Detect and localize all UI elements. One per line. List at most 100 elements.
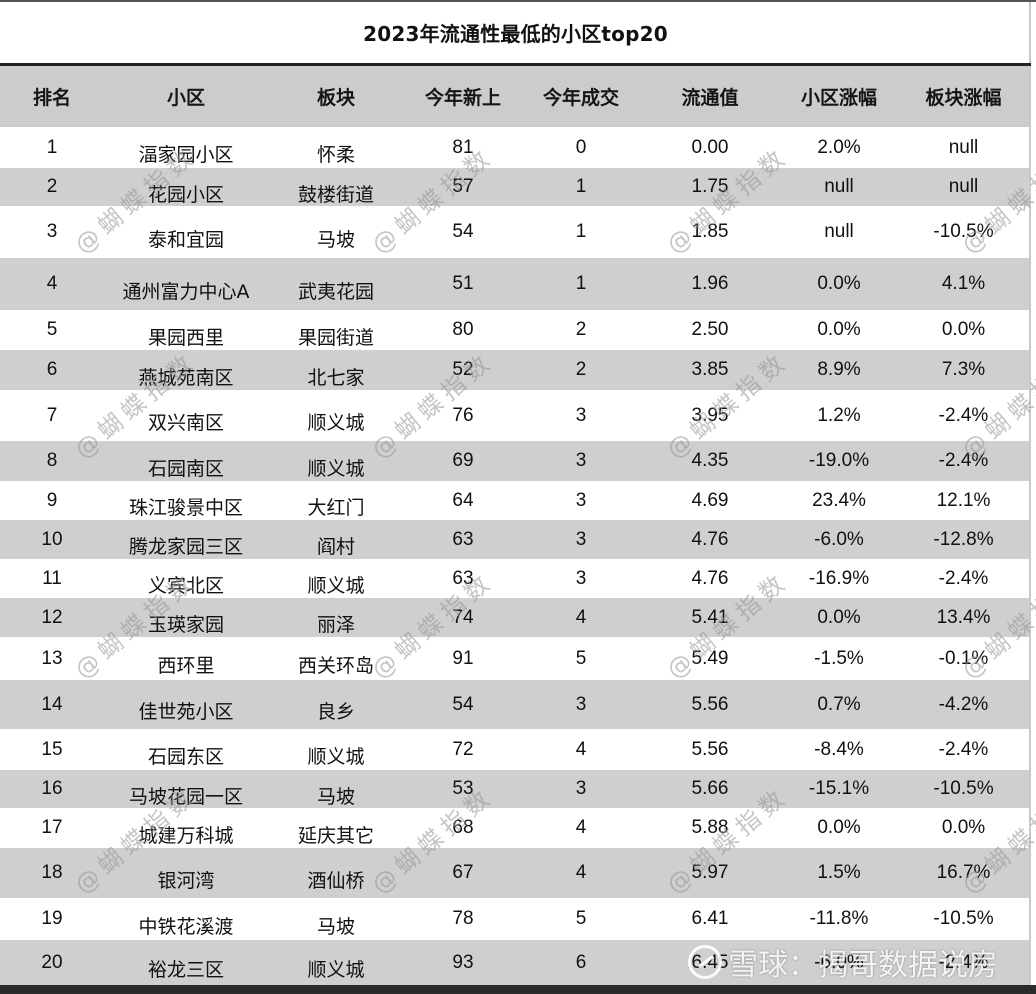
page-title: 2023年流通性最低的小区top20 [363,22,668,46]
table-row: 14 佳世苑小区 良乡 54 3 5.56 0.7% -4.2% [0,680,1029,729]
cell-deals: 5 [575,647,587,669]
cell-district-change: -2.4% [938,951,989,973]
cell-rank: 12 [41,606,63,628]
cell-deals: 1 [575,221,587,242]
cell-community-change: null [824,176,854,197]
header-district: 板块 [316,87,355,109]
cell-district-change: 16.7% [936,862,991,883]
cell-district-change: 0.0% [941,817,986,838]
cell-deals: 3 [575,693,587,715]
cell-community: 石园东区 [147,746,224,768]
cell-community: 西环里 [157,655,215,677]
cell-rank: 14 [41,693,63,715]
cell-community: 中铁花溪渡 [138,915,234,938]
cell-liquidity: 5.56 [691,693,729,715]
cell-community: 花园小区 [147,183,224,206]
cell-liquidity: 6.45 [691,951,729,973]
cell-deals: 1 [575,176,587,197]
cell-rank: 19 [41,908,63,929]
cell-new-listings: 74 [452,606,474,628]
table-row: 1 湢家园小区 怀柔 81 0 0.00 2.0% null [0,127,1029,168]
cell-liquidity: 4.76 [691,567,729,589]
cell-new-listings: 67 [452,862,474,883]
cell-community: 马坡花园一区 [128,785,243,808]
cell-liquidity: 3.95 [691,404,729,426]
cell-district: 延庆其它 [297,824,374,847]
cell-deals: 3 [575,450,587,471]
cell-community: 燕城苑南区 [138,366,234,389]
cell-liquidity: 5.97 [691,862,729,883]
cell-new-listings: 64 [452,489,474,511]
cell-community: 义宾北区 [147,575,224,597]
table-header-row: 排名 小区 板块 今年新上 今年成交 流通值 小区涨幅 板块涨幅 [0,66,1029,127]
cell-new-listings: 53 [452,778,474,799]
cell-new-listings: 68 [452,817,474,838]
cell-community-change: 1.5% [817,862,861,883]
cell-liquidity: 2.50 [691,319,729,340]
cell-new-listings: 54 [452,693,474,715]
table-row: 6 燕城苑南区 北七家 52 2 3.85 8.9% 7.3% [0,350,1029,390]
cell-community: 果园西里 [147,326,224,349]
cell-rank: 1 [46,136,58,158]
cell-rank: 3 [46,221,58,242]
cell-community-change: 8.9% [817,359,861,380]
cell-rank: 10 [41,528,63,550]
cell-district-change: -10.5% [933,221,994,242]
table-row: 3 泰和宜园 马坡 54 1 1.85 null -10.5% [0,206,1029,258]
cell-community-change: 0.7% [817,693,861,715]
cell-community: 城建万科城 [138,824,234,847]
header-district-change: 板块涨幅 [925,87,1002,109]
cell-community: 泰和宜园 [147,228,224,251]
cell-liquidity: 5.41 [691,606,729,628]
header-new-listings: 今年新上 [424,87,501,109]
cell-new-listings: 91 [452,647,474,669]
cell-new-listings: 81 [452,136,474,158]
cell-district-change: 0.0% [941,319,986,340]
cell-district: 顺义城 [307,959,365,981]
cell-liquidity: 5.56 [691,738,729,760]
table-row: 10 腾龙家园三区 阎村 63 3 4.76 -6.0% -12.8% [0,520,1029,559]
cell-community-change: 23.4% [812,489,866,511]
cell-district-change: null [948,176,979,197]
cell-district: 果园街道 [297,326,374,349]
cell-rank: 8 [46,450,58,471]
cell-community: 腾龙家园三区 [128,536,243,558]
cell-district-change: 7.3% [941,359,986,380]
cell-new-listings: 63 [452,528,474,550]
table-row: 16 马坡花园一区 马坡 53 3 5.66 -15.1% -10.5% [0,770,1029,808]
top-border [0,0,1036,2]
cell-community: 佳世苑小区 [138,701,234,723]
cell-liquidity: 4.35 [691,450,729,471]
cell-liquidity: 4.76 [691,528,729,550]
table-row: 13 西环里 西关环岛 91 5 5.49 -1.5% -0.1% [0,637,1029,680]
cell-community-change: null [824,221,854,242]
cell-district-change: 13.4% [936,606,991,628]
cell-community: 银河湾 [157,869,215,892]
cell-district-change: -4.2% [938,693,989,715]
header-community-change: 小区涨幅 [800,87,877,109]
cell-new-listings: 93 [452,951,474,973]
cell-community-change: -1.5% [814,647,864,669]
cell-new-listings: 51 [452,273,474,294]
cell-rank: 7 [46,404,58,426]
cell-district: 武夷花园 [297,280,374,303]
table-row: 5 果园西里 果园街道 80 2 2.50 0.0% 0.0% [0,310,1029,350]
cell-rank: 9 [46,489,58,511]
cell-community: 裕龙三区 [147,959,224,981]
cell-liquidity: 1.85 [691,221,729,242]
cell-deals: 4 [575,862,587,883]
table-row: 9 珠江骏景中区 大红门 64 3 4.69 23.4% 12.1% [0,481,1029,520]
cell-community: 湢家园小区 [138,144,234,166]
cell-liquidity: 5.49 [691,647,729,669]
cell-rank: 5 [46,319,58,340]
cell-district: 马坡 [316,785,355,808]
cell-rank: 17 [41,817,63,838]
cell-deals: 3 [575,489,587,511]
header-rank: 排名 [32,87,71,109]
cell-liquidity: 1.75 [691,176,729,197]
cell-deals: 3 [575,404,587,426]
cell-liquidity: 6.41 [691,908,729,929]
cell-district-change: -10.5% [933,778,994,799]
cell-district: 顺义城 [307,746,365,768]
